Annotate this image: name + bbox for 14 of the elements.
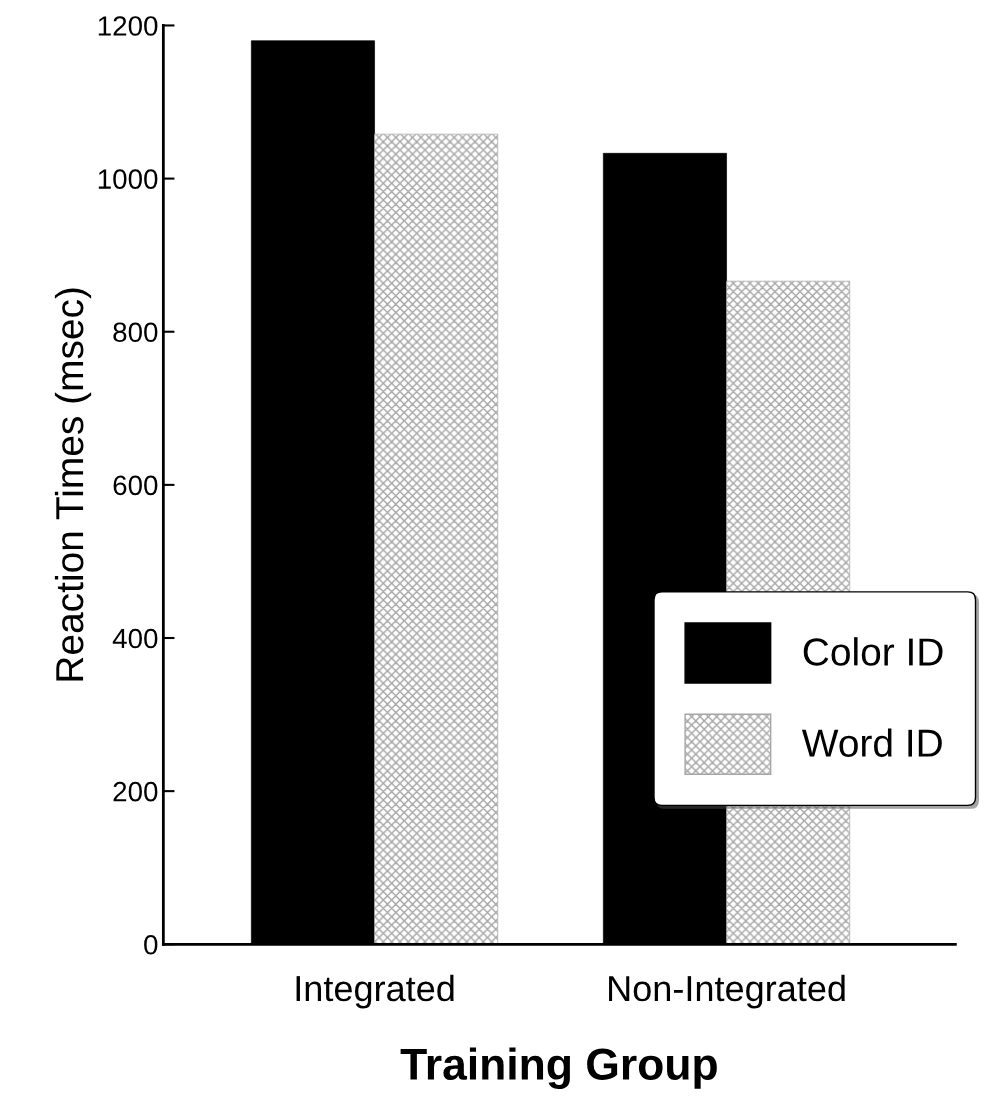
y-tick-label: 1200 <box>98 16 158 36</box>
bar <box>374 133 499 945</box>
legend-label: Color ID <box>803 637 943 666</box>
y-tick-label: 1000 <box>98 169 158 189</box>
legend-label: Word ID <box>801 728 942 757</box>
y-tick-label: 800 <box>113 322 158 343</box>
x-tick-label: Integrated <box>296 974 454 1009</box>
x-tick-label: Non-Integrated <box>609 974 845 1009</box>
y-tick-label: 200 <box>113 781 158 802</box>
y-tick-label: 400 <box>112 628 158 649</box>
y-tick-label: 600 <box>113 475 158 496</box>
y-axis-title: Reaction Times (msec) <box>54 288 92 681</box>
x-axis-title: Training Group <box>400 1047 717 1089</box>
y-tick-label: 0 <box>144 934 158 955</box>
